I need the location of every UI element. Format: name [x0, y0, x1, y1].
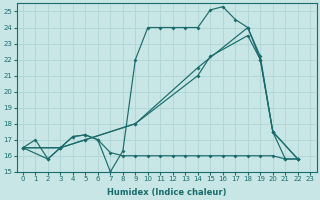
X-axis label: Humidex (Indice chaleur): Humidex (Indice chaleur) [107, 188, 226, 197]
